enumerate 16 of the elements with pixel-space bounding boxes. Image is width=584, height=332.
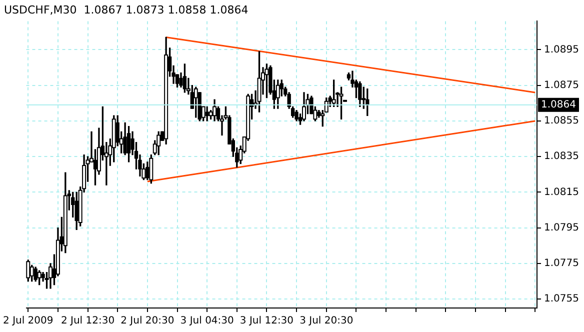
x-tick-label: 2 Jul 20:30 <box>120 316 174 327</box>
y-tick-label: 1.0875 <box>544 80 580 91</box>
ref-line-label: 1.0864 <box>541 100 576 111</box>
y-tick-label: 1.0755 <box>544 294 580 305</box>
x-tick-label: 3 Jul 12:30 <box>240 316 294 327</box>
chart-title: USDCHF,M30 1.0867 1.0873 1.0858 1.0864 <box>4 3 248 16</box>
x-tick-label: 2 Jul 12:30 <box>60 316 115 327</box>
y-tick-label: 1.0855 <box>544 116 580 127</box>
y-tick-label: 1.0815 <box>544 186 580 198</box>
y-tick-label: 1.0895 <box>544 44 580 56</box>
x-tick-label: 3 Jul 20:30 <box>300 316 354 327</box>
y-tick-label: 1.0835 <box>544 151 580 162</box>
x-tick-label: 3 Jul 04:30 <box>180 316 234 327</box>
y-tick-label: 1.0775 <box>544 258 580 270</box>
x-tick-label: 2 Jul 2009 <box>3 316 54 327</box>
y-tick-label: 1.0795 <box>544 222 580 234</box>
